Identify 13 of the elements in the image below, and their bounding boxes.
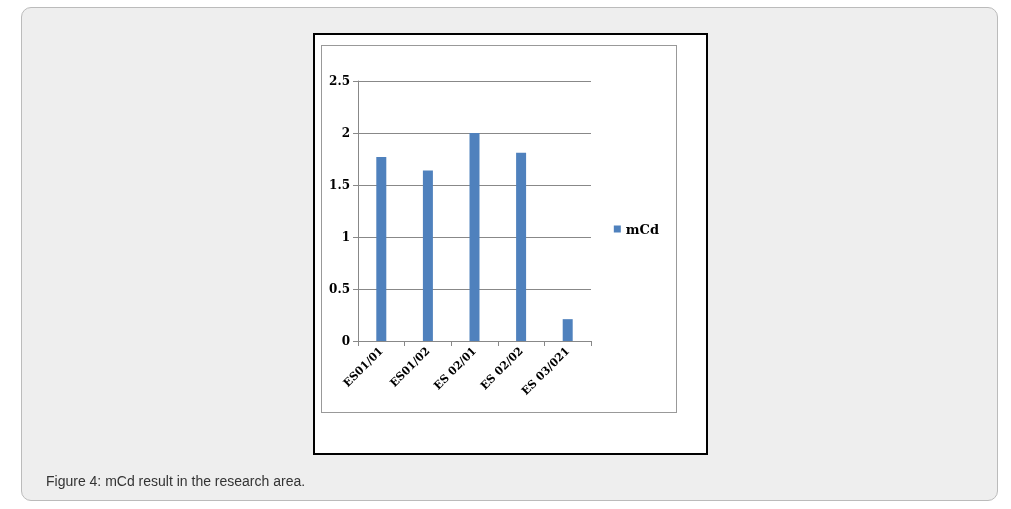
bar bbox=[376, 156, 387, 341]
caption: Figure 4: mCd result in the research area. bbox=[46, 473, 306, 489]
y-tick-label: 0.5 bbox=[329, 282, 350, 296]
bar bbox=[562, 319, 573, 341]
y-tick-label: 1.5 bbox=[329, 178, 350, 192]
bar bbox=[516, 152, 527, 341]
bar bbox=[469, 133, 480, 341]
y-tick-label: 2.5 bbox=[329, 74, 350, 88]
legend-label: mCd bbox=[625, 221, 660, 237]
y-tick-label: 1 bbox=[341, 230, 350, 244]
y-tick-label: 0 bbox=[341, 334, 350, 348]
bar bbox=[422, 170, 433, 341]
y-tick-label: 2 bbox=[341, 126, 350, 140]
